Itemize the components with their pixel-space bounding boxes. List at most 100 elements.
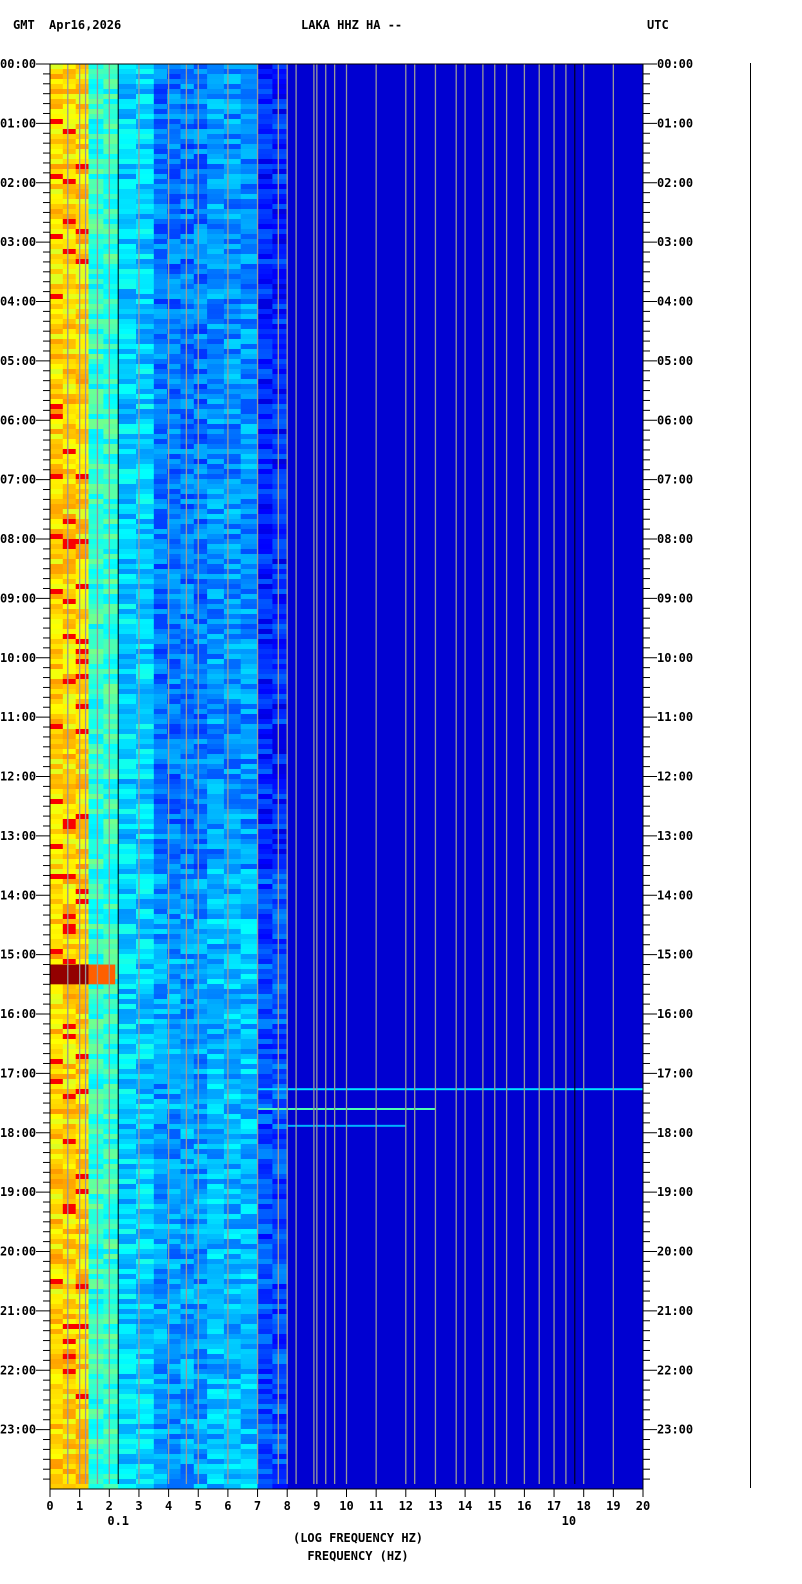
heatmap-cell bbox=[136, 1274, 155, 1280]
heatmap-cell bbox=[193, 399, 208, 405]
heatmap-cell bbox=[153, 1384, 168, 1390]
heatmap-cell bbox=[75, 324, 89, 330]
heatmap-cell bbox=[167, 599, 181, 605]
heatmap-cell bbox=[272, 224, 288, 230]
heatmap-cell bbox=[62, 944, 77, 950]
heatmap-cell bbox=[75, 1464, 89, 1470]
heatmap-cell bbox=[167, 894, 181, 900]
heatmap-cell bbox=[153, 884, 168, 890]
heatmap-cell bbox=[88, 719, 104, 725]
heatmap-cell bbox=[153, 969, 168, 975]
heatmap-cell bbox=[50, 154, 64, 160]
heatmap-cell bbox=[50, 1479, 64, 1485]
heatmap-cell bbox=[118, 599, 137, 605]
heatmap-cell bbox=[207, 929, 225, 935]
heatmap-cell bbox=[167, 759, 181, 765]
heatmap-cell bbox=[62, 404, 77, 410]
heatmap-cell bbox=[193, 1319, 208, 1325]
heatmap-cell bbox=[50, 529, 64, 535]
heatmap-cell bbox=[62, 739, 77, 745]
heatmap-cell bbox=[103, 489, 119, 495]
heatmap-cell bbox=[62, 184, 77, 190]
heatmap-cell bbox=[136, 504, 155, 510]
heatmap-cell bbox=[136, 69, 155, 75]
heatmap-cell bbox=[207, 114, 225, 120]
heatmap-cell bbox=[118, 1369, 137, 1375]
heatmap-cell bbox=[136, 749, 155, 755]
heatmap-cell bbox=[118, 574, 137, 580]
heatmap-cell bbox=[223, 329, 242, 335]
heatmap-cell bbox=[153, 1049, 168, 1055]
heatmap-cell bbox=[167, 654, 181, 660]
heatmap-cell bbox=[136, 1204, 155, 1210]
heatmap-cell bbox=[103, 989, 119, 995]
heatmap-cell bbox=[272, 324, 288, 330]
heatmap-cell bbox=[167, 379, 181, 385]
heatmap-cell bbox=[167, 889, 181, 895]
heatmap-cell bbox=[193, 359, 208, 365]
heatmap-cell bbox=[240, 1439, 258, 1445]
heatmap-cell bbox=[50, 389, 64, 395]
heatmap-cell bbox=[153, 624, 168, 630]
heatmap-cell bbox=[240, 174, 258, 180]
heatmap-cell bbox=[257, 1014, 273, 1020]
heatmap-cell bbox=[223, 1164, 242, 1170]
heatmap-cell bbox=[136, 1234, 155, 1240]
heatmap-cell bbox=[118, 454, 137, 460]
heatmap-cell bbox=[193, 944, 208, 950]
timezone-left: GMT bbox=[13, 18, 35, 32]
heatmap-cell bbox=[193, 929, 208, 935]
heatmap-cell bbox=[136, 604, 155, 610]
heatmap-cell bbox=[118, 349, 137, 355]
heatmap-cell bbox=[88, 944, 104, 950]
heatmap-cell bbox=[207, 1479, 225, 1485]
heatmap-cell bbox=[272, 1259, 288, 1265]
heatmap-cell bbox=[103, 384, 119, 390]
heatmap-cell bbox=[223, 969, 242, 975]
heatmap-cell bbox=[193, 649, 208, 655]
heatmap-cell bbox=[75, 1419, 89, 1425]
heatmap-cell bbox=[207, 804, 225, 810]
heatmap-cell bbox=[153, 1079, 168, 1085]
heatmap-cell bbox=[223, 409, 242, 415]
heatmap-cell bbox=[136, 909, 155, 915]
heatmap-cell bbox=[118, 1054, 137, 1060]
heatmap-cell bbox=[118, 194, 137, 200]
heatmap-cell bbox=[88, 464, 104, 470]
heatmap-cell bbox=[118, 1449, 137, 1455]
heatmap-cell bbox=[167, 1139, 181, 1145]
heatmap-cell bbox=[50, 139, 64, 145]
heatmap-cell bbox=[223, 1144, 242, 1150]
heatmap-cell bbox=[136, 1484, 155, 1490]
heatmap-cell bbox=[62, 1124, 77, 1130]
heatmap-cell bbox=[193, 599, 208, 605]
heatmap-cell bbox=[103, 89, 119, 95]
heatmap-cell bbox=[75, 539, 89, 545]
heatmap-cell bbox=[207, 844, 225, 850]
heatmap-cell bbox=[257, 1074, 273, 1080]
heatmap-cell bbox=[62, 1129, 77, 1135]
heatmap-cell bbox=[193, 219, 208, 225]
heatmap-cell bbox=[88, 629, 104, 635]
heatmap-cell bbox=[136, 234, 155, 240]
heatmap-cell bbox=[167, 1354, 181, 1360]
heatmap-cell bbox=[50, 1349, 64, 1355]
heatmap-cell bbox=[167, 749, 181, 755]
heatmap-cell bbox=[153, 1354, 168, 1360]
heatmap-cell bbox=[240, 1194, 258, 1200]
heatmap-cell bbox=[136, 1344, 155, 1350]
heatmap-cell bbox=[153, 1159, 168, 1165]
heatmap-cell bbox=[153, 769, 168, 775]
heatmap-cell bbox=[193, 389, 208, 395]
heatmap-cell bbox=[103, 184, 119, 190]
heatmap-cell bbox=[257, 539, 273, 545]
heatmap-cell bbox=[153, 944, 168, 950]
heatmap-cell bbox=[240, 349, 258, 355]
heatmap-cell bbox=[62, 69, 77, 75]
heatmap-cell bbox=[153, 994, 168, 1000]
heatmap-cell bbox=[50, 649, 64, 655]
heatmap-cell bbox=[207, 1209, 225, 1215]
heatmap-cell bbox=[272, 1359, 288, 1365]
heatmap-cell bbox=[88, 554, 104, 560]
y-tick-label-left: 03:00 bbox=[0, 235, 36, 249]
